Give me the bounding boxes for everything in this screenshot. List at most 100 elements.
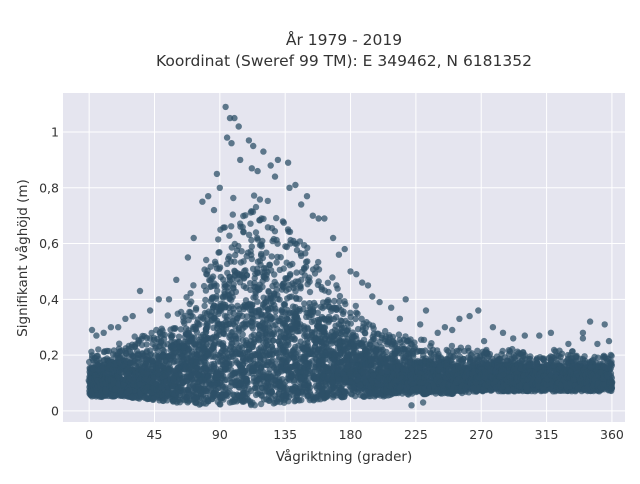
data-point (92, 355, 98, 361)
data-point (223, 392, 229, 398)
data-point (591, 354, 597, 360)
data-point (340, 309, 346, 315)
data-point (192, 396, 198, 402)
data-point (556, 348, 562, 354)
data-point (226, 233, 232, 239)
data-point (600, 355, 606, 361)
data-point (316, 278, 322, 284)
data-point (188, 298, 194, 304)
data-point (287, 272, 293, 278)
data-point (273, 348, 279, 354)
data-point (232, 241, 238, 247)
data-point (281, 265, 287, 271)
data-point (401, 337, 407, 343)
data-point (341, 298, 347, 304)
data-point (301, 242, 307, 248)
data-point (165, 312, 171, 318)
data-point (303, 264, 309, 270)
data-point (361, 337, 367, 343)
data-point (293, 269, 299, 275)
data-point (129, 353, 135, 359)
data-point (232, 396, 238, 402)
data-point (253, 392, 259, 398)
data-point (307, 289, 313, 295)
data-point (241, 398, 247, 404)
data-point (302, 272, 308, 278)
data-point (287, 262, 293, 268)
data-point (328, 308, 334, 314)
data-point (252, 402, 258, 408)
data-point (237, 220, 243, 226)
data-point (337, 293, 343, 299)
data-point (273, 259, 279, 265)
data-point (230, 211, 236, 217)
data-point (336, 304, 342, 310)
data-point (334, 285, 340, 291)
data-point (213, 393, 219, 399)
data-point (325, 299, 331, 305)
data-point (187, 309, 193, 315)
data-point (187, 290, 193, 296)
data-point (249, 256, 255, 262)
data-point (295, 278, 301, 284)
data-point (322, 287, 328, 293)
data-point (209, 275, 215, 281)
data-point (290, 303, 296, 309)
data-point (274, 254, 280, 260)
data-point (428, 340, 434, 346)
data-point (201, 303, 207, 309)
data-point (382, 336, 388, 342)
data-point (567, 352, 573, 358)
data-point (142, 395, 148, 401)
data-point (263, 396, 269, 402)
data-point (265, 198, 271, 204)
data-point (230, 195, 236, 201)
data-point (257, 196, 263, 202)
data-point (190, 282, 196, 288)
data-point (287, 240, 293, 246)
data-point (212, 259, 218, 265)
data-point (317, 396, 323, 402)
data-point (348, 314, 354, 320)
data-point (306, 279, 312, 285)
data-point (209, 294, 215, 300)
data-point (248, 248, 254, 254)
data-point (370, 325, 376, 331)
data-point (474, 353, 480, 359)
data-point (500, 348, 506, 354)
data-point (341, 325, 347, 331)
data-point (253, 229, 259, 235)
data-point (360, 393, 366, 399)
data-point (228, 223, 234, 229)
data-point (353, 303, 359, 309)
data-point (204, 268, 210, 274)
data-point (319, 305, 325, 311)
data-point (281, 220, 287, 226)
data-point (238, 259, 244, 265)
data-point (306, 300, 312, 306)
data-point (240, 213, 246, 219)
data-point (271, 329, 277, 335)
data-point (331, 298, 337, 304)
data-point (251, 192, 257, 198)
data-point (573, 353, 579, 359)
data-point (274, 241, 280, 247)
data-point (309, 358, 315, 364)
data-point (285, 228, 291, 234)
data-point (353, 309, 359, 315)
data-point (269, 225, 275, 231)
data-point (252, 275, 258, 281)
data-point (291, 350, 297, 356)
data-point (95, 346, 101, 352)
data-point (355, 326, 361, 332)
data-point (240, 229, 246, 235)
data-point (116, 341, 122, 347)
data-point (217, 401, 223, 407)
data-point (298, 285, 304, 291)
data-point (449, 343, 455, 349)
data-point (320, 299, 326, 305)
data-point (248, 237, 254, 243)
data-point (258, 401, 264, 407)
